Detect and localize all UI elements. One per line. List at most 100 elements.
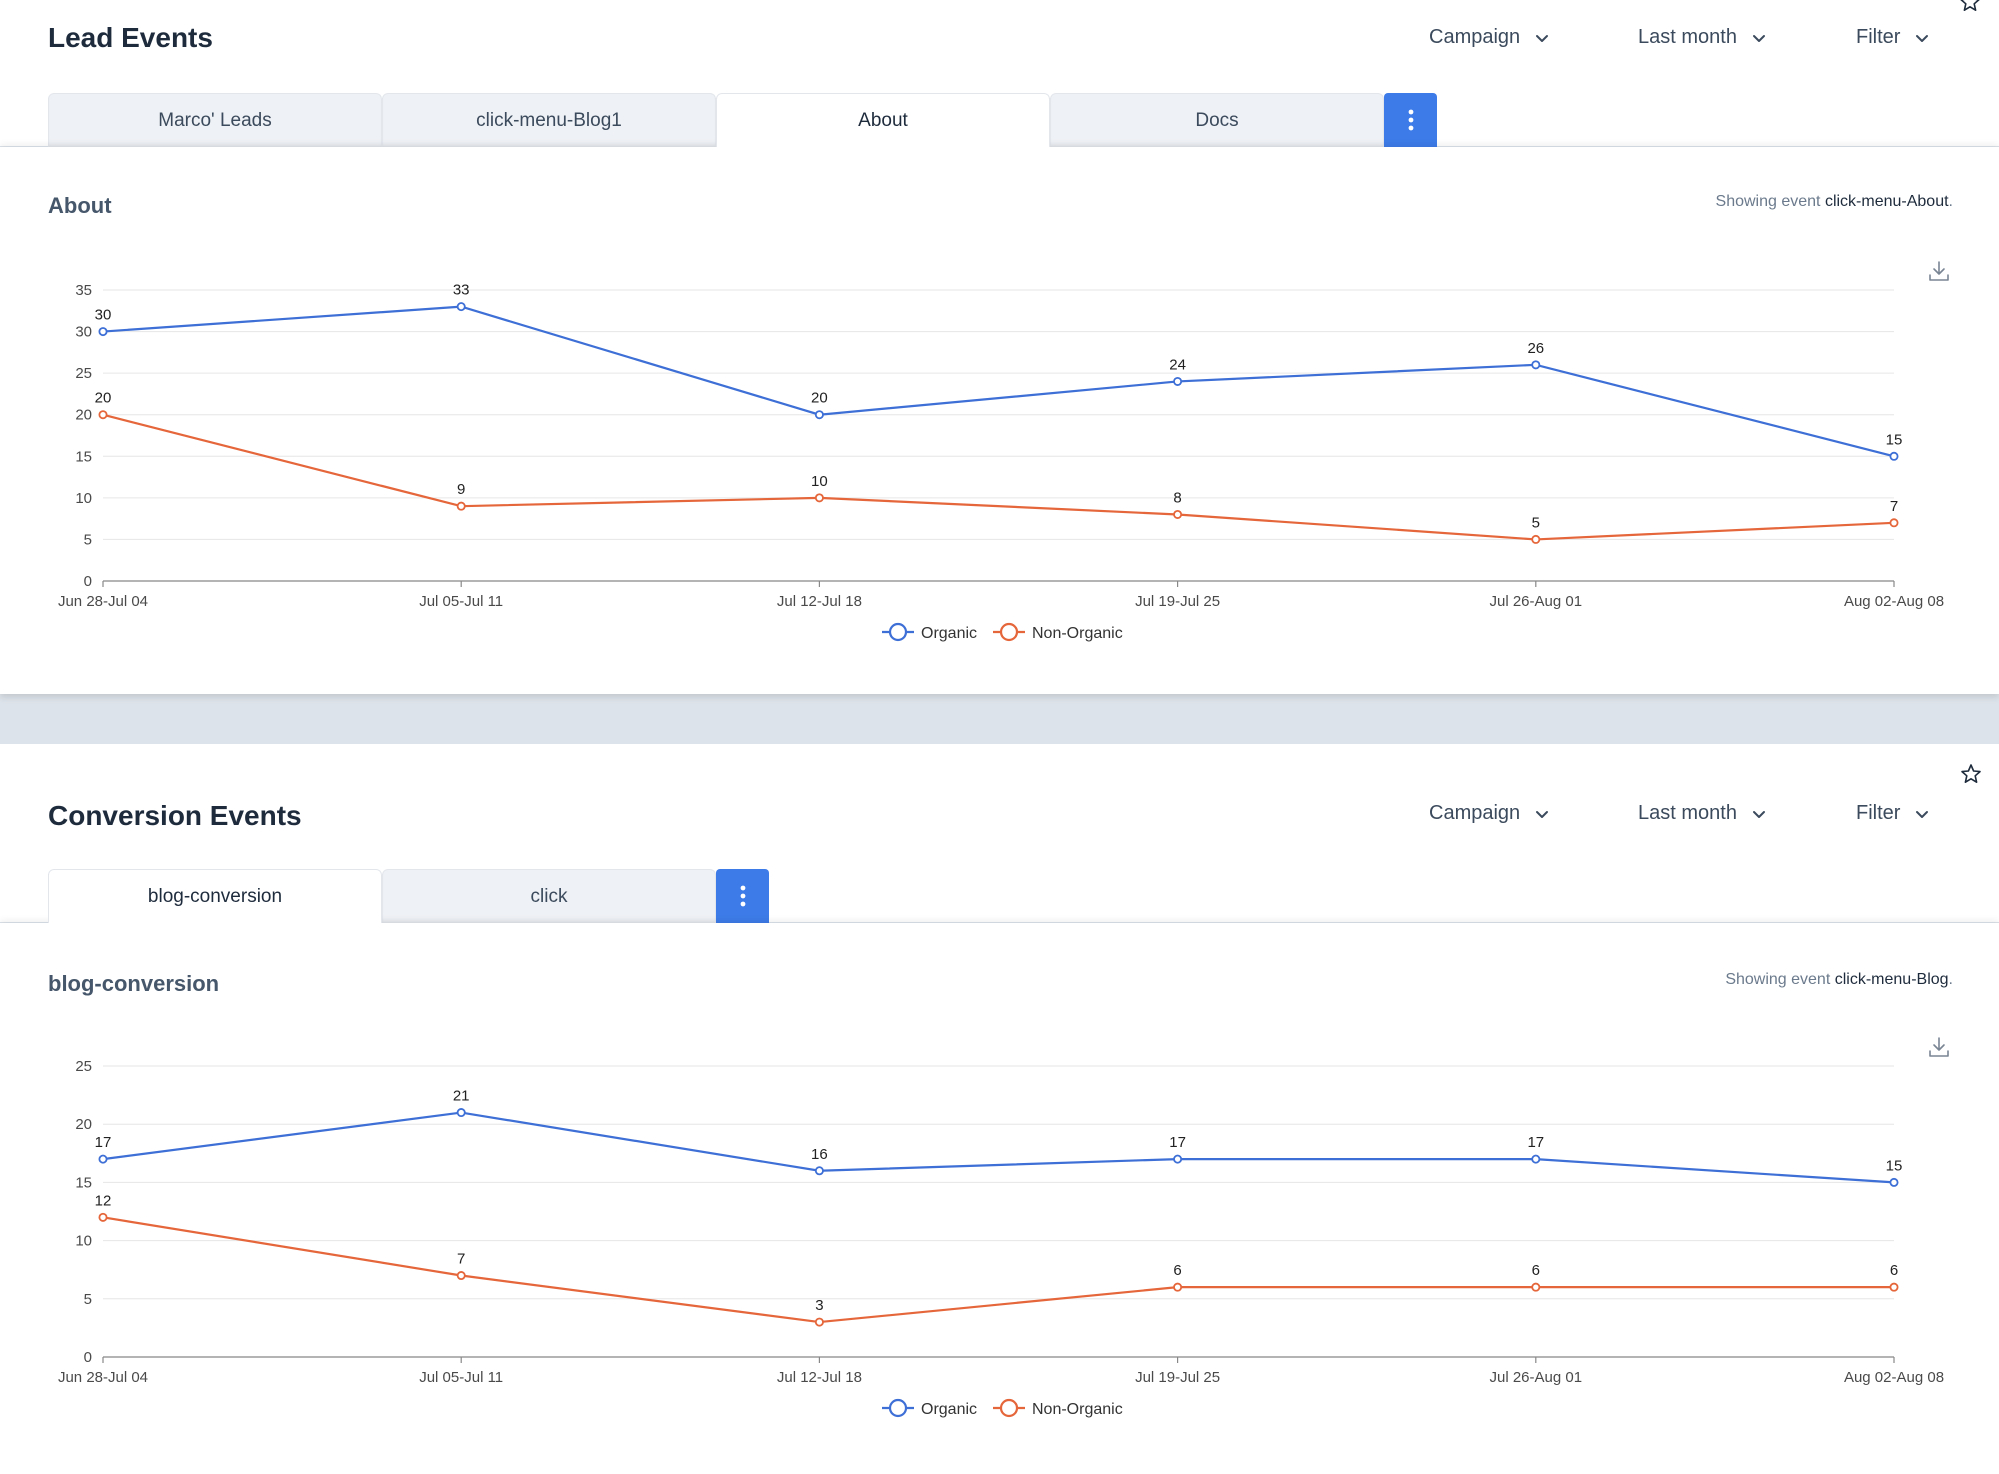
y-tick-label: 35	[75, 282, 92, 299]
filter-dropdown[interactable]: Filter	[1856, 26, 1930, 49]
tab-docs[interactable]: Docs	[1050, 93, 1384, 147]
y-tick-label: 5	[84, 1291, 92, 1308]
y-tick-label: 10	[75, 490, 92, 507]
tabs-more-button[interactable]	[716, 869, 769, 923]
tab-click[interactable]: click	[382, 869, 716, 923]
data-point	[456, 501, 466, 511]
period-dropdown[interactable]: Last month	[1638, 26, 1767, 49]
conversion-events-chart-card: blog-conversion Showing event click-menu…	[0, 923, 1999, 1474]
data-point	[1889, 451, 1899, 461]
y-tick-label: 25	[75, 1058, 92, 1075]
x-tick-label: Jun 28-Jul 04	[58, 593, 148, 610]
data-point	[814, 1166, 824, 1176]
star-icon[interactable]	[1958, 0, 1982, 14]
y-tick-label: 15	[75, 448, 92, 465]
series-line-organic	[102, 305, 1895, 458]
campaign-dropdown[interactable]: Campaign	[1429, 802, 1550, 825]
filter-dropdown-label: Filter	[1856, 26, 1901, 48]
conversion-events-header: Conversion Events Campaign Last month Fi…	[0, 744, 1999, 923]
data-point	[1173, 1154, 1183, 1164]
y-tick-label: 5	[84, 531, 92, 548]
conversion-events-line-chart: 0 5 10 15 20 25 Jun 28-Jul 04 Jul 05-Jul 11 Jul …	[58, 1058, 1944, 1418]
data-label: 24	[1169, 356, 1186, 373]
data-label: 8	[1173, 489, 1181, 506]
showing-event-name: click-menu-Blog	[1834, 971, 1949, 988]
y-tick-label: 0	[84, 573, 92, 590]
campaign-dropdown-label: Campaign	[1429, 26, 1521, 48]
legend-swatch-marker	[888, 1398, 908, 1418]
period-dropdown-label: Last month	[1638, 26, 1737, 48]
x-tick-label: Jul 26-Aug 01	[1490, 1369, 1583, 1386]
tab-marco-leads[interactable]: Marco' Leads	[48, 93, 382, 147]
period-dropdown[interactable]: Last month	[1638, 802, 1767, 825]
conversion-events-panel: Conversion Events Campaign Last month Fi…	[0, 744, 1999, 1474]
filter-dropdown[interactable]: Filter	[1856, 802, 1930, 825]
data-point	[1889, 1177, 1899, 1187]
y-tick-label: 0	[84, 1349, 92, 1366]
y-tick-label: 10	[75, 1233, 92, 1250]
data-point	[456, 302, 466, 312]
tab-about[interactable]: About	[716, 93, 1050, 147]
showing-event-name: click-menu-About	[1824, 193, 1949, 210]
showing-prefix: Showing event	[1725, 971, 1831, 988]
period-dropdown-label: Last month	[1638, 802, 1737, 824]
data-label: 6	[1532, 1262, 1540, 1279]
showing-event-text: Showing event click-menu-Blog.	[1725, 971, 1953, 989]
data-label: 15	[1886, 431, 1903, 448]
data-label: 6	[1890, 1262, 1898, 1279]
campaign-dropdown[interactable]: Campaign	[1429, 26, 1550, 49]
data-point	[1173, 376, 1183, 386]
data-point	[814, 493, 824, 503]
x-tick-label: Jul 19-Jul 25	[1135, 1369, 1220, 1386]
series-line-organic	[102, 1111, 1895, 1184]
data-label: 26	[1527, 340, 1544, 357]
legend-label: Organic	[921, 625, 977, 642]
star-icon[interactable]	[1959, 762, 1983, 786]
data-point	[98, 327, 108, 337]
legend-label: Non-Organic	[1032, 625, 1123, 642]
data-point	[1531, 534, 1541, 544]
y-tick-label: 25	[75, 365, 92, 382]
card-title: About	[48, 193, 112, 218]
more-vertical-icon	[740, 885, 745, 907]
data-label: 16	[811, 1146, 828, 1163]
chevron-down-icon	[1916, 810, 1929, 818]
chevron-down-icon	[1752, 34, 1765, 42]
data-label: 5	[1532, 514, 1540, 531]
x-tick-label: Jul 05-Jul 11	[419, 1369, 503, 1386]
data-point	[1173, 1282, 1183, 1292]
data-label: 9	[457, 481, 465, 498]
x-tick-label: Jul 26-Aug 01	[1490, 593, 1583, 610]
tab-click-menu-blog1[interactable]: click-menu-Blog1	[382, 93, 716, 147]
y-tick-label: 15	[75, 1174, 92, 1191]
download-icon[interactable]	[1927, 1035, 1951, 1059]
data-label: 20	[95, 390, 112, 407]
legend-label: Organic	[921, 1401, 977, 1418]
data-point	[456, 1271, 466, 1281]
legend-swatch-marker	[888, 622, 908, 642]
showing-prefix: Showing event	[1715, 193, 1821, 210]
data-label: 6	[1173, 1262, 1181, 1279]
lead-events-tabs: Marco' Leads click-menu-Blog1 About Docs	[0, 93, 1999, 147]
tabs-more-button[interactable]	[1384, 93, 1437, 147]
conversion-events-tabs: blog-conversion click	[0, 869, 1999, 923]
data-label: 17	[1169, 1134, 1186, 1151]
lead-events-panel: Lead Events Campaign Last month Filter M…	[0, 0, 1999, 694]
series-line-non-organic	[102, 1216, 1894, 1324]
legend-swatch-marker	[999, 1398, 1019, 1418]
data-label: 20	[811, 390, 828, 407]
data-point	[98, 410, 108, 420]
x-tick-label: Jul 12-Jul 18	[777, 1369, 862, 1386]
tab-blog-conversion[interactable]: blog-conversion	[48, 869, 382, 923]
data-label: 3	[815, 1297, 823, 1314]
x-tick-label: Jul 19-Jul 25	[1135, 593, 1220, 610]
download-icon[interactable]	[1927, 259, 1951, 283]
legend-swatch-marker	[999, 622, 1019, 642]
chevron-down-icon	[1752, 810, 1765, 818]
chevron-down-icon	[1536, 810, 1549, 818]
x-tick-label: Jul 05-Jul 11	[419, 593, 503, 610]
series-line-non-organic	[102, 413, 1895, 541]
panel-title: Lead Events	[48, 22, 213, 53]
showing-suffix: .	[1948, 193, 1953, 210]
data-point	[1531, 1154, 1541, 1164]
